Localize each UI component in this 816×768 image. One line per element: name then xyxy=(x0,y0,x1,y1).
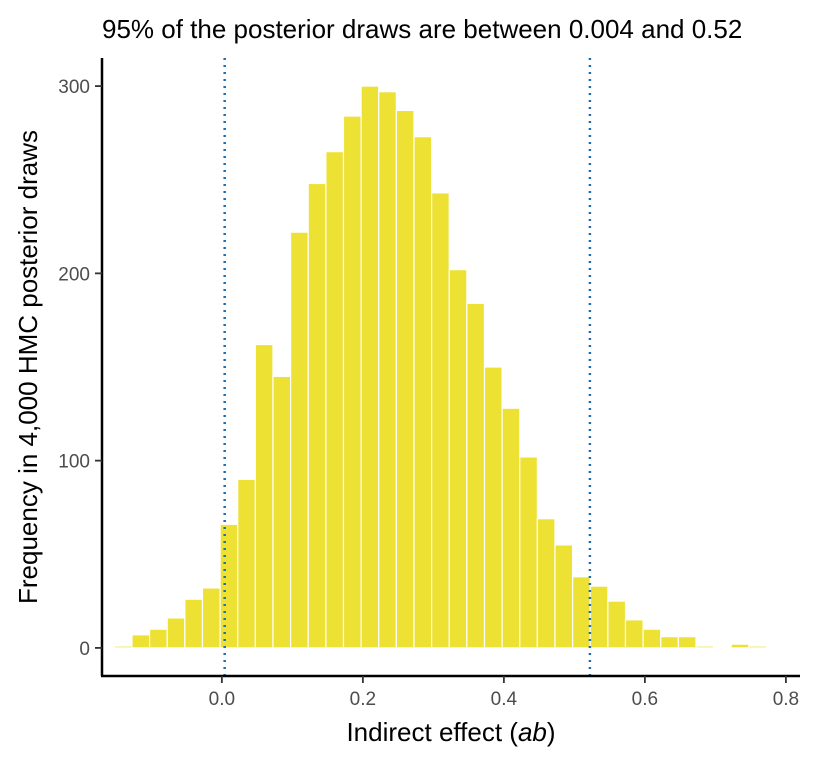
histogram-bar xyxy=(572,576,591,649)
histogram-bar xyxy=(589,585,609,649)
histogram-bar xyxy=(166,617,186,649)
histogram-bar xyxy=(431,192,450,649)
histogram-bar xyxy=(272,375,292,649)
histogram-bar xyxy=(113,645,133,649)
histogram-bar xyxy=(677,636,697,649)
x-tick-label: 0.4 xyxy=(491,689,518,710)
histogram-bars xyxy=(113,85,768,649)
histogram-bar xyxy=(536,518,556,649)
y-tick-label: 100 xyxy=(58,452,90,473)
y-tick-label: 200 xyxy=(58,264,90,285)
histogram-bar xyxy=(360,85,380,649)
histogram-bar xyxy=(378,91,397,649)
histogram-bar xyxy=(219,523,239,649)
histogram-bar xyxy=(501,407,521,649)
x-tick-label: 0.8 xyxy=(773,689,799,710)
histogram-bar xyxy=(466,302,486,649)
histogram-bar xyxy=(748,645,768,649)
interval-lines xyxy=(223,58,592,676)
histogram-bar xyxy=(448,269,468,649)
histogram-bar xyxy=(307,182,327,649)
histogram-bar xyxy=(148,628,168,649)
histogram-bar xyxy=(624,619,644,649)
y-axis-label: Frequency in 4,000 HMC posterior draws xyxy=(13,130,43,604)
x-tick-label: 0.6 xyxy=(632,689,658,710)
histogram-bar xyxy=(413,136,433,649)
histogram-bar xyxy=(342,115,362,649)
x-axis-ticks: 0.0 0.2 0.4 0.6 0.8 xyxy=(209,676,799,710)
histogram-bar xyxy=(184,598,204,649)
histogram-bar xyxy=(607,600,627,649)
histogram-bar xyxy=(325,151,345,649)
histogram-bar xyxy=(642,628,662,649)
histogram-bar xyxy=(290,231,309,649)
histogram-bar xyxy=(237,478,256,649)
x-tick-label: 0.0 xyxy=(209,689,235,710)
histogram-bar xyxy=(395,109,415,649)
histogram-bar xyxy=(131,634,151,649)
histogram-bar xyxy=(660,636,679,649)
histogram-bar xyxy=(695,645,715,649)
x-axis-label-italic: ab xyxy=(518,717,547,747)
y-axis-ticks: 0 100 200 300 xyxy=(58,77,102,660)
y-tick-label: 0 xyxy=(79,639,90,660)
x-axis-label: Indirect effect (ab) xyxy=(346,717,555,747)
x-tick-label: 0.2 xyxy=(350,689,376,710)
histogram-bar xyxy=(254,343,274,649)
y-tick-label: 300 xyxy=(58,77,90,98)
histogram-bar xyxy=(519,456,538,649)
histogram-bar xyxy=(201,587,221,649)
chart-title: 95% of the posterior draws are between 0… xyxy=(102,14,742,44)
histogram-bar xyxy=(554,544,574,649)
histogram-bar xyxy=(730,643,750,649)
histogram-bar xyxy=(483,366,503,649)
